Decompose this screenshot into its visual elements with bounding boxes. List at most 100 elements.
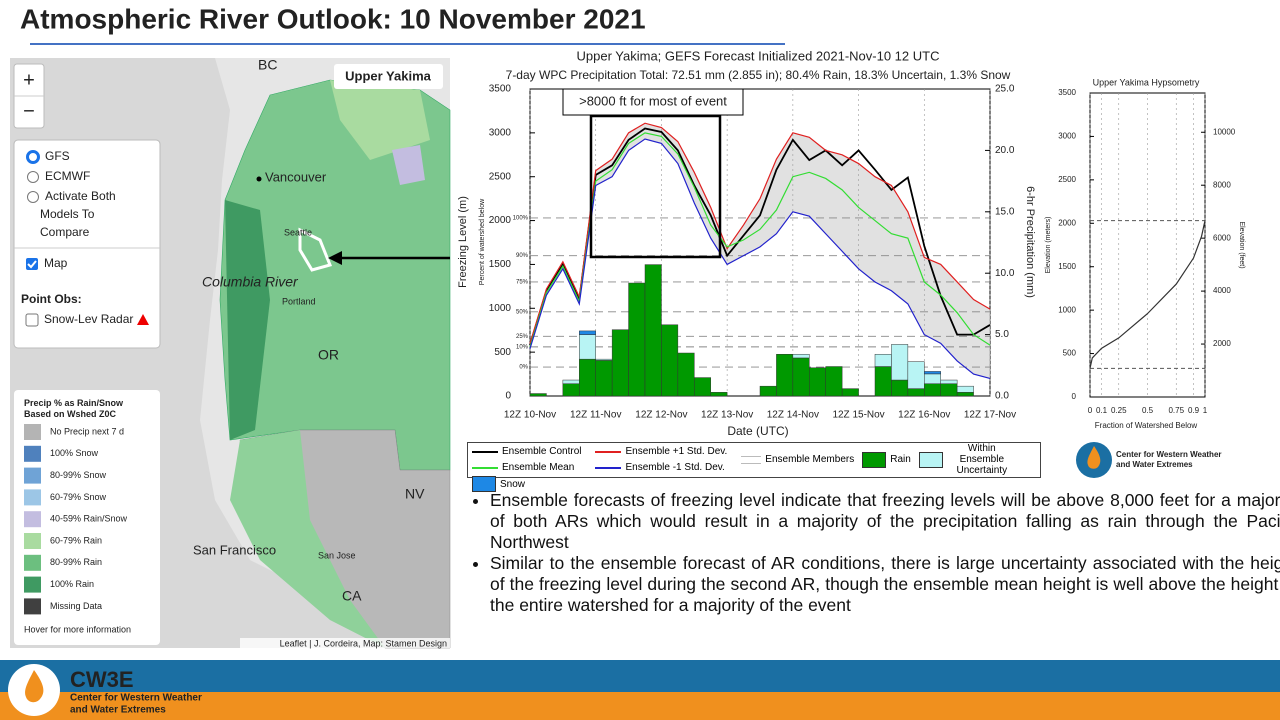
chart-title: Upper Yakima; GEFS Forecast Initialized … <box>577 48 940 63</box>
legend-item: Ensemble Control <box>472 446 581 457</box>
legend-hint: Hover for more information <box>24 624 131 634</box>
annotation-box <box>562 88 744 116</box>
x-axis-label: Date (UTC) <box>727 424 788 438</box>
place-label: San Jose <box>318 550 356 560</box>
legend-label: 80-99% Rain <box>50 557 102 567</box>
point-obs-title: Point Obs: <box>21 292 82 306</box>
freezing-level-line <box>529 132 991 348</box>
arrow-head <box>328 251 342 265</box>
precip-bar <box>529 393 547 397</box>
place-label: OR <box>318 347 339 363</box>
pct-tick-label: 75% <box>516 280 529 286</box>
y-axis-label-secondary: Percent of watershed below <box>479 198 486 285</box>
pct-tick-label: 90% <box>516 253 529 259</box>
legend-swatch <box>472 450 498 453</box>
freezing-level-line <box>529 127 991 346</box>
model-option-line: Models To <box>40 207 95 221</box>
y2-tick-label: 15.0 <box>995 206 1015 217</box>
hypso-y2-tick-label: 10000 <box>1213 127 1236 136</box>
hypso-y-label: Elevation (meters) <box>1045 217 1052 274</box>
legend-item: Ensemble -1 Std. Dev. <box>595 462 727 473</box>
radar-checkbox[interactable] <box>25 313 39 327</box>
x-tick-label: 12Z 12-Nov <box>635 410 687 421</box>
hypso-x-tick-label: 0 <box>1088 406 1093 415</box>
precip-bar <box>759 385 777 397</box>
y-tick-label: 0 <box>505 391 511 402</box>
hypso-y-tick-label: 500 <box>1063 349 1077 358</box>
legend-label: Ensemble +1 Std. Dev. <box>625 446 728 457</box>
y2-tick-label: 20.0 <box>995 145 1015 156</box>
y2-tick-label: 25.0 <box>995 84 1015 95</box>
precip-bar <box>792 357 810 397</box>
precip-bar <box>924 373 941 384</box>
hypso-y-tick-label: 2500 <box>1058 175 1076 184</box>
model-option-line: Activate Both <box>45 189 116 203</box>
precip-bar <box>924 383 941 397</box>
chart-logo-drop <box>1087 446 1101 469</box>
pct-tick-label: 50% <box>516 309 529 315</box>
check <box>27 260 37 269</box>
y-tick-label: 3000 <box>489 127 512 138</box>
yakima-outline <box>298 227 333 272</box>
precip-bar <box>907 388 925 397</box>
footer-org: Center for Western Weather <box>70 693 202 704</box>
precip-bar <box>562 379 580 384</box>
precip-bar <box>595 358 613 361</box>
hypso-y2-label: Elevation (feet) <box>1238 221 1245 268</box>
radio-gfs[interactable] <box>26 150 40 164</box>
footer-logo: CW3E <box>70 667 134 692</box>
attribution: Leaflet | J. Cordeira, Map: Stamen Desig… <box>280 638 447 648</box>
footer-stripe <box>0 692 1280 720</box>
legend-swatch <box>24 424 41 440</box>
legend-item: Rain <box>862 451 911 468</box>
x-tick-label: 12Z 16-Nov <box>898 410 950 421</box>
place-label: Seattle <box>284 227 312 237</box>
legend-label: Within Ensemble Uncertainty <box>956 443 1008 476</box>
place-label: San Francisco <box>193 542 276 557</box>
radio-both[interactable] <box>27 191 39 203</box>
legend-label: Ensemble -1 Std. Dev. <box>625 462 725 473</box>
legend-label: 40-59% Rain/Snow <box>50 514 128 524</box>
hypso-y-tick-label: 1000 <box>1058 305 1076 314</box>
hypso-y2-tick-label: 4000 <box>1213 286 1231 295</box>
chart-logo-text: Center for Western Weather <box>1116 450 1222 459</box>
hypso-x-tick-label: 0.5 <box>1142 406 1154 415</box>
zoom-out[interactable]: − <box>23 100 35 122</box>
footer-band <box>0 660 1280 692</box>
precip-bar <box>874 366 892 397</box>
pct-tick-label: 25% <box>516 334 529 340</box>
legend-label: 60-79% Snow <box>50 492 107 502</box>
legend-label: 100% Rain <box>50 579 94 589</box>
hypso-x-tick-label: 0.1 <box>1096 406 1108 415</box>
spread-shade <box>530 123 990 379</box>
precip-bar <box>628 282 646 397</box>
radio-ecmwf[interactable] <box>27 171 39 183</box>
legend-column: Ensemble Control Ensemble Mean <box>468 446 585 473</box>
footer-logo-drop <box>25 670 44 703</box>
precip-bar <box>579 358 596 397</box>
attribution-box <box>240 638 450 648</box>
legend-column: Ensemble +1 Std. Dev. Ensemble -1 Std. De… <box>591 446 731 473</box>
hypso-x-label: Fraction of Watershed Below <box>1095 421 1198 430</box>
chart-subtitle: 7-day WPC Precipitation Total: 72.51 mm … <box>506 68 1011 82</box>
zoom-in[interactable]: + <box>23 69 35 91</box>
map-checkbox[interactable] <box>26 258 38 270</box>
layer-control <box>13 139 161 349</box>
hypso-x-tick-label: 0.9 <box>1188 406 1200 415</box>
basin-patch <box>225 200 270 440</box>
hypso-x-tick-label: 0.25 <box>1111 406 1127 415</box>
badge: Upper Yakima <box>345 68 432 83</box>
place-label: Columbia River <box>202 274 299 290</box>
model-option: Activate Both Models To Compare <box>40 189 116 239</box>
legend-swatch <box>24 533 41 549</box>
freezing-level-line <box>529 138 991 380</box>
precip-bar <box>809 367 826 397</box>
x-tick-label: 12Z 10-Nov <box>504 410 556 421</box>
bullet: Ensemble forecasts of freezing level ind… <box>490 490 1280 553</box>
legend-item: Ensemble +1 Std. Dev. <box>595 446 727 457</box>
precip-bar <box>677 352 695 397</box>
precip-bar <box>924 371 941 375</box>
x-tick-label: 12Z 13-Nov <box>701 410 753 421</box>
place-label: CA <box>342 588 362 604</box>
